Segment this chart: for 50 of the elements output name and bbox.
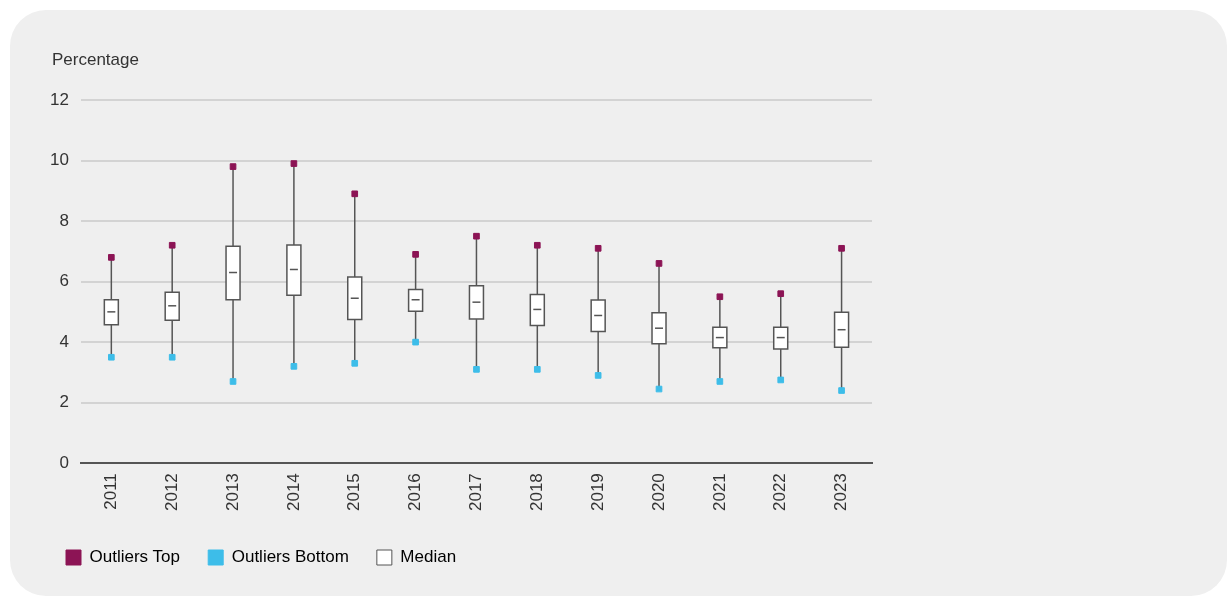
legend-label: Median <box>400 547 457 567</box>
point <box>594 372 602 379</box>
x-tick-label: 2012 <box>161 473 181 512</box>
point <box>777 290 785 298</box>
x-tick-label: 2015 <box>344 473 364 512</box>
point <box>412 338 419 346</box>
point <box>594 244 602 252</box>
point <box>716 378 724 385</box>
point <box>108 254 115 261</box>
point <box>655 385 663 393</box>
point <box>473 366 480 373</box>
point <box>229 378 237 385</box>
x-tick-label: 2022 <box>770 473 790 512</box>
x-tick-label: 2020 <box>648 473 668 512</box>
x-tick-label: 2013 <box>222 473 242 512</box>
legend-label: Outliers Bottom <box>231 547 349 567</box>
y-tick-label: 12 <box>49 89 69 109</box>
x-tick-label: 2011 <box>101 473 121 510</box>
point <box>290 363 298 370</box>
point <box>412 251 419 258</box>
x-tick-label: 2021 <box>709 473 729 512</box>
point <box>168 241 176 249</box>
y-tick-label: 4 <box>59 331 69 351</box>
point <box>838 244 845 252</box>
x-tick-label: 2023 <box>831 473 851 512</box>
y-tick-label: 0 <box>59 452 69 472</box>
y-tick-label: 2 <box>59 392 69 412</box>
point <box>108 353 115 361</box>
point <box>229 163 237 170</box>
point <box>351 359 359 367</box>
x-tick-label: 2019 <box>587 473 607 512</box>
x-tick-label: 2016 <box>405 473 425 512</box>
point <box>168 353 176 361</box>
point <box>533 241 541 249</box>
point <box>716 293 724 301</box>
point <box>290 160 298 167</box>
x-tick-label: 2014 <box>283 473 303 512</box>
point <box>533 366 541 373</box>
point <box>473 232 480 240</box>
point <box>777 376 785 384</box>
y-tick-label: 8 <box>59 210 69 230</box>
y-tick-label: 6 <box>59 271 69 291</box>
point <box>838 387 845 394</box>
point <box>655 260 663 267</box>
x-tick-label: 2018 <box>527 473 546 512</box>
x-tick-label: 2017 <box>466 473 486 512</box>
y-axis-title: Percentage <box>52 50 139 70</box>
legend-label: Outliers Top <box>89 547 180 567</box>
y-tick-label: 10 <box>49 150 69 170</box>
point <box>351 190 359 198</box>
